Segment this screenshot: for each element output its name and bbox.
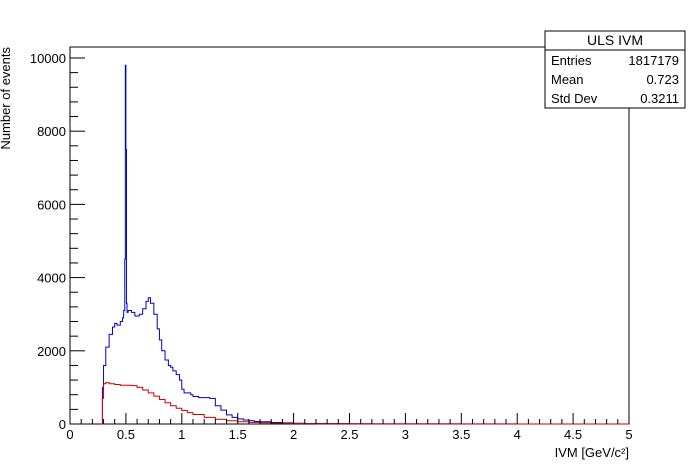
x-axis-label: IVM [GeV/c²] [555, 445, 629, 460]
plot-area: 0 0.5 1 1.5 2 2.5 3 3.5 4 4.5 5 0 2000 4000 6000 8000 10… [30, 46, 633, 442]
x-tick-label: 5 [625, 427, 632, 442]
stats-stddev-value: 0.3211 [640, 91, 679, 106]
y-tick-label: 8000 [37, 124, 66, 139]
stats-box: ULS IVM Entries 1817179 Mean 0.723 Std D… [544, 30, 686, 109]
series-1-line [101, 382, 630, 425]
stats-stddev-label: Std Dev [551, 91, 598, 106]
x-tick-label: 2 [290, 427, 297, 442]
stats-box-frame [544, 30, 686, 109]
stats-entries-value: 1817179 [628, 53, 679, 68]
x-tick-label: 4 [514, 427, 521, 442]
x-tick-label: 1.5 [229, 427, 247, 442]
y-axis-label: Number of events [0, 47, 13, 150]
x-tick-label: 3.5 [452, 427, 470, 442]
x-tick-label: 4.5 [564, 427, 582, 442]
x-tick-label: 0.5 [117, 427, 135, 442]
x-tick-label: 2.5 [340, 427, 358, 442]
y-tick-label: 6000 [37, 197, 66, 212]
x-tick-label: 3 [402, 427, 409, 442]
y-tick-label: 4000 [37, 271, 66, 286]
stats-mean-label: Mean [551, 72, 584, 87]
x-tick-label: 1 [178, 427, 185, 442]
y-tick-label: 0 [59, 417, 66, 432]
y-tick-label: 2000 [37, 344, 66, 359]
y-tick-label: 10000 [30, 51, 66, 66]
stats-box-title: ULS IVM [587, 32, 643, 48]
stats-mean-value: 0.723 [646, 72, 679, 87]
stats-entries-label: Entries [551, 53, 592, 68]
axis-layer: 0 0.5 1 1.5 2 2.5 3 3.5 4 4.5 5 0 2000 4000 6000 8000 10… [30, 51, 633, 442]
x-tick-label: 0 [66, 427, 73, 442]
